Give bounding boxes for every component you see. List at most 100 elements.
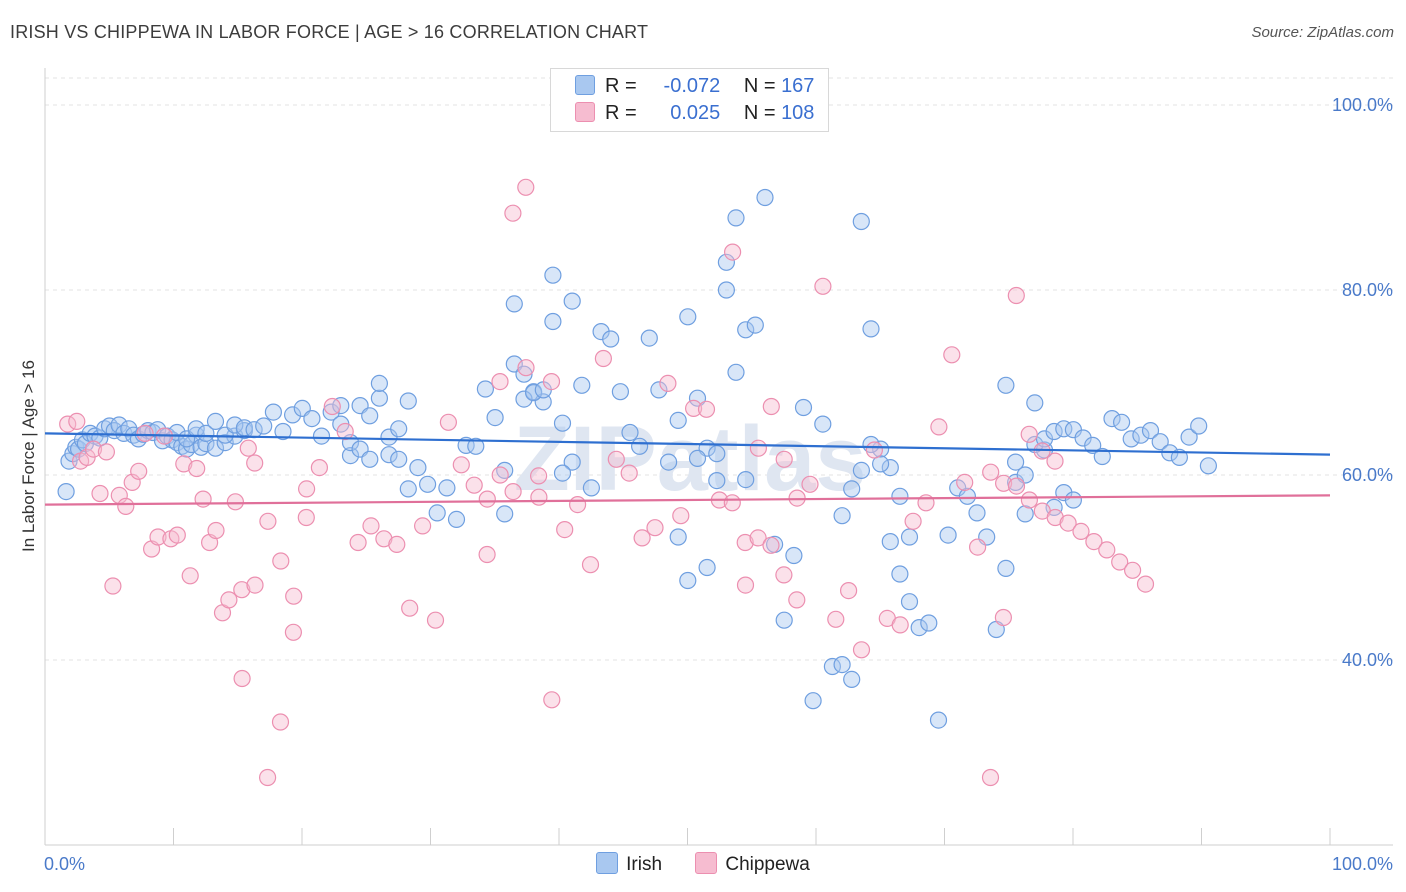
chippewa-point [904,512,922,530]
irish-point [1103,410,1121,428]
chippewa-point [259,512,277,530]
irish-point [833,507,851,525]
chippewa-point [542,373,561,391]
chippewa-point [239,439,257,457]
irish-point [900,528,919,546]
chippewa-point [814,277,832,295]
chippewa-point [136,424,154,442]
irish-point [438,479,456,497]
chippewa-point [220,591,238,609]
irish-point [881,532,899,551]
chippewa-point [426,611,445,629]
chippewa-r-value: 0.025 [670,102,721,124]
irish-point [1026,435,1044,454]
chippewa-point [1136,575,1155,593]
chippewa-point [723,243,742,261]
chippewa-point [285,587,303,605]
chippewa-point [130,462,148,480]
chippewa-point [84,440,103,458]
irish-point [688,449,707,467]
y-tick-labels: 40.0% 60.0% 80.0% 100.0% [1332,95,1393,670]
irish-point [1084,436,1102,454]
irish-point [399,480,417,498]
irish-point [390,420,408,438]
irish-point [804,692,822,710]
irish-point [380,446,398,464]
irish-point [361,407,379,425]
chippewa-point [310,459,328,477]
irish-point [997,376,1015,394]
chippewa-point [659,374,677,392]
irish-point [1064,491,1083,509]
irish-point [698,558,716,577]
chippewa-point [491,373,509,391]
irish-point [737,471,755,489]
irish-point [708,472,726,490]
irish-point [149,421,167,439]
chippewa-point [233,669,251,688]
chippewa-point [259,768,277,787]
irish-point [486,409,504,427]
chippewa-point [749,529,767,547]
chippewa-point [529,467,548,485]
irish-point [843,480,861,498]
chippewa-point [504,483,522,501]
irish-point [640,329,658,347]
chippewa-n-value: 108 [781,102,815,124]
irish-point [409,459,427,477]
chippewa-point [104,577,122,595]
irish-point [399,392,417,410]
irish-point [197,424,215,442]
irish-point [524,384,543,402]
irish-point [737,321,755,339]
stats-legend: R = -0.072 N = 167 R = 0.025 N = 108 [550,68,829,132]
irish-point [630,437,649,455]
irish-point [341,447,360,465]
chippewa-point [349,533,367,552]
chippewa-point [1007,477,1026,495]
irish-point [659,453,678,471]
chippewa-point [97,443,116,461]
irish-swatch [575,75,595,95]
irish-point [476,380,494,398]
chippewa-point [956,473,974,491]
irish-point [1122,430,1140,448]
irish-point [178,440,196,458]
irish-n-value: 167 [781,75,815,97]
irish-point [814,415,832,433]
irish-point [1190,417,1208,435]
chippewa-point [697,400,716,418]
irish-point [727,209,745,227]
legend-swatch-chippewa [695,852,718,874]
chippewa-point [297,508,315,527]
irish-point [1151,433,1169,451]
irish-point [602,330,620,348]
chippewa-point [530,488,548,506]
chippewa-point [388,535,406,554]
chippewa-point [1098,541,1116,559]
irish-point [428,504,446,522]
chippewa-point [1072,522,1090,541]
chippewa-point [465,476,483,494]
irish-point [881,459,899,477]
y-axis-label: In Labor Force | Age > 16 [19,360,38,552]
irish-point [544,312,562,331]
x-tick-label-max: 100.0% [1332,854,1393,874]
irish-point [110,416,128,434]
chippewa-point [491,466,509,484]
chippewa-point [1111,553,1129,571]
irish-point [746,316,764,334]
irish-point [370,389,388,407]
chippewa-point [827,610,845,628]
irish-n-label: N = [743,75,776,97]
chippewa-point [175,455,193,473]
chippewa-point [594,349,613,368]
irish-point [650,381,668,399]
chippewa-point [994,608,1013,627]
irish-point [688,389,707,407]
irish-point [1180,428,1198,446]
irish-r-value: -0.072 [663,75,721,97]
irish-point [669,411,687,429]
chippewa-point [168,526,186,544]
irish-point [419,475,437,493]
